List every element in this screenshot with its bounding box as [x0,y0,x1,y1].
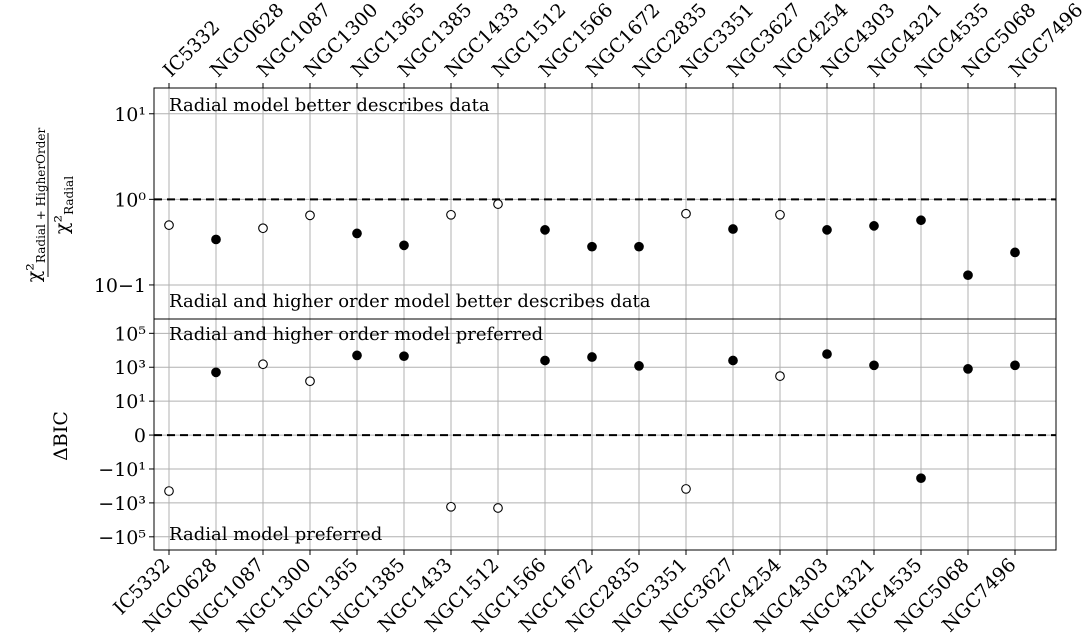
top-point-ngc3351 [681,208,691,219]
top-point-ngc4254 [775,209,785,220]
bottom-ytick-label: 10³ [114,357,146,379]
top-ytick-label: 10⁰ [114,189,146,211]
bottom-x-axis: IC5332NGC0628NGC1087NGC1300NGC1365NGC138… [109,550,1021,637]
bottom-point-ngc1300 [305,376,315,387]
top-ytick-label: 10¹ [114,104,146,126]
top-y-axis: 10−1 10⁰ 10¹ [94,104,154,297]
bottom-ytick-label: 0 [134,425,146,447]
bottom-y-axis: −10⁵ −10³ −10¹ 0 10¹ 10³ 10⁵ [98,323,154,549]
top-point-ngc5068 [963,270,973,281]
top-y-axis-label: χ²Radial + HigherOrder χ²Radial [23,128,76,283]
bottom-y-axis-label: ΔBIC [50,411,72,461]
top-point-ngc0628 [211,234,221,245]
bottom-point-ngc1365 [352,350,362,361]
top-x-axis: IC5332NGC0628NGC1087NGC1300NGC1365NGC138… [159,0,1088,88]
bottom-panel-points [164,349,1020,513]
top-point-ngc4535 [916,215,926,226]
bottom-point-ngc1672 [587,352,597,362]
bottom-point-ngc4321 [869,360,879,371]
bottom-point-ngc4303 [822,349,832,359]
top-annotation-lower: Radial and higher order model better des… [169,291,651,312]
bottom-ytick-label: −10⁵ [98,527,146,549]
bottom-point-ngc1512 [493,503,503,513]
bottom-ytick-label: 10⁵ [114,323,146,345]
top-point-ngc1385 [399,240,409,251]
top-annotation-upper: Radial model better describes data [169,95,490,116]
top-point-ngc4303 [822,225,832,235]
ylabel-numerator: χ²Radial + HigherOrder [23,128,48,283]
top-point-ngc7496 [1010,247,1020,258]
bottom-ytick-label: −10¹ [98,459,146,481]
bottom-point-ngc5068 [963,364,973,374]
bottom-point-ngc7496 [1010,360,1020,371]
top-point-ngc3627 [728,224,738,234]
top-point-ngc4321 [869,221,879,231]
bottom-point-ngc0628 [211,367,221,378]
bottom-point-ngc1433 [446,501,456,512]
top-point-ic5332 [164,220,174,230]
top-point-ngc1512 [493,199,503,209]
bottom-annotation-lower: Radial model preferred [169,524,382,545]
bottom-ytick-label: −10³ [98,493,146,515]
bottom-point-ngc4535 [916,473,926,484]
bottom-point-ic5332 [164,486,174,496]
bottom-ytick-label: 10¹ [114,391,146,413]
bottom-point-ngc3351 [681,484,691,494]
bottom-point-ngc2835 [634,361,644,371]
bottom-annotation-upper: Radial and higher order model preferred [169,324,543,345]
bottom-point-ngc3627 [728,355,738,366]
bottom-point-ngc1566 [540,355,550,366]
bottom-point-ngc4254 [775,371,785,381]
top-point-ngc2835 [634,241,644,252]
top-point-ngc1300 [305,210,315,221]
top-point-ngc1433 [446,209,456,220]
top-ytick-label: 10−1 [94,275,146,297]
ylabel-denominator: χ²Radial [51,176,76,234]
top-panel-points [164,199,1020,281]
bottom-point-ngc1087 [258,359,268,370]
top-point-ngc1365 [352,228,362,239]
top-point-ngc1566 [540,225,550,235]
top-point-ngc1087 [258,223,268,234]
top-point-ngc1672 [587,241,597,252]
top-panel-grid [154,88,1056,319]
bottom-point-ngc1385 [399,351,409,362]
